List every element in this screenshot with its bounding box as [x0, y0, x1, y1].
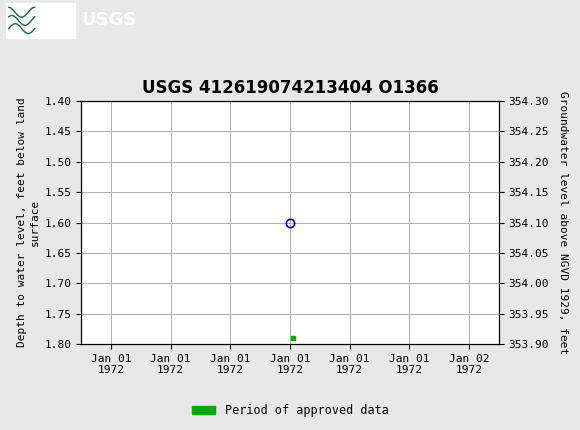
Y-axis label: Depth to water level, feet below land
surface: Depth to water level, feet below land su… [17, 98, 41, 347]
FancyBboxPatch shape [6, 3, 75, 37]
Y-axis label: Groundwater level above NGVD 1929, feet: Groundwater level above NGVD 1929, feet [559, 91, 568, 354]
Text: USGS: USGS [81, 12, 136, 29]
Title: USGS 412619074213404 O1366: USGS 412619074213404 O1366 [142, 79, 438, 97]
Legend: Period of approved data: Period of approved data [187, 399, 393, 422]
